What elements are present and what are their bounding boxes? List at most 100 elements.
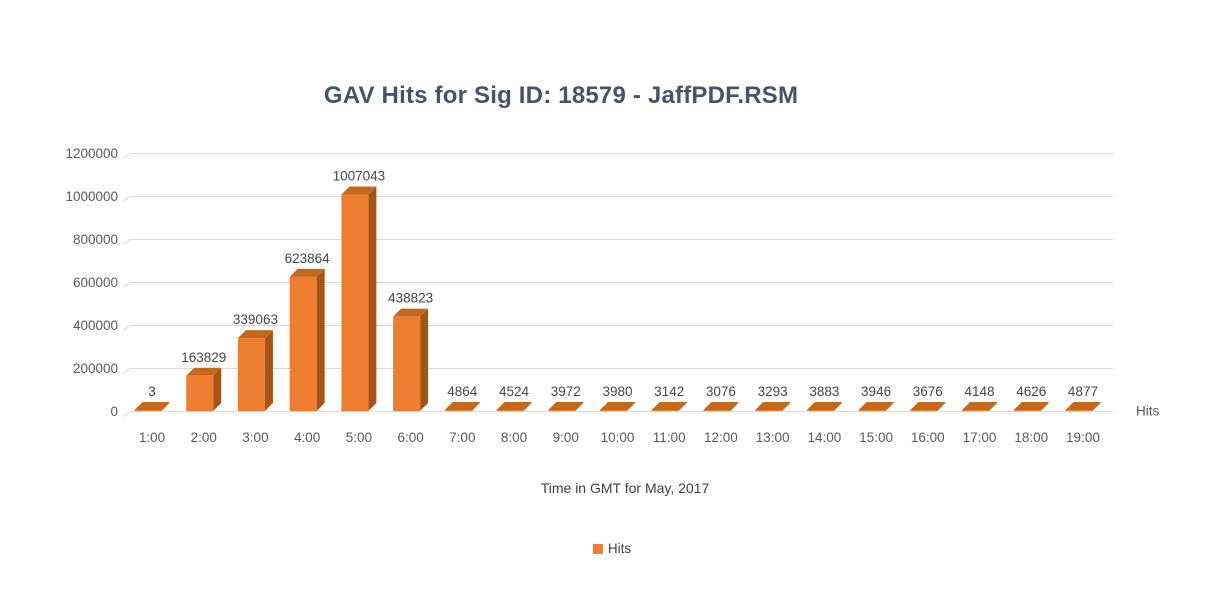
x-axis-tick-label: 1:00	[139, 430, 165, 445]
bar-side-face	[161, 402, 170, 411]
bar-data-label: 163829	[181, 350, 226, 365]
gridline-depth-tick	[122, 153, 131, 159]
bar	[548, 410, 576, 411]
bar-side-face	[1040, 402, 1049, 411]
bar-top-face	[806, 402, 842, 410]
bar-side-face	[575, 402, 584, 411]
bar-top-face	[548, 402, 584, 410]
bar-top-face	[186, 367, 222, 376]
y-axis-tick-label: 1000000	[65, 189, 118, 204]
x-axis-tick-label: 15:00	[859, 430, 893, 445]
x-axis-tick-label: 16:00	[911, 430, 945, 445]
x-axis-tick-label: 7:00	[449, 430, 475, 445]
bar-top-face	[755, 402, 791, 410]
bar-data-label: 4864	[447, 384, 478, 399]
bar	[289, 276, 317, 411]
y-axis-tick-label: 400000	[73, 318, 118, 333]
x-axis-tick-label: 14:00	[807, 430, 841, 445]
bar-side-face	[833, 402, 842, 411]
bar-side-face	[782, 402, 791, 411]
bar-data-label: 438823	[388, 291, 433, 306]
bar-top-face	[237, 330, 273, 339]
bar-top-face	[134, 402, 170, 410]
x-axis-tick-label: 6:00	[397, 430, 423, 445]
bar-data-label: 3142	[654, 384, 684, 399]
bar-data-label: 4148	[964, 384, 994, 399]
gridline-depth-tick	[122, 411, 131, 417]
x-axis-tick-label: 4:00	[294, 430, 320, 445]
x-axis-title: Time in GMT for May, 2017	[540, 480, 710, 496]
bar-top-face	[1065, 401, 1101, 410]
bar-data-label: 3293	[758, 384, 788, 399]
bar-side-face	[420, 308, 429, 411]
bar-side-face	[937, 402, 946, 411]
x-axis-tick-label: 8:00	[501, 430, 527, 445]
bar	[393, 316, 421, 411]
bar-top-face	[599, 402, 635, 410]
bar-data-label: 4877	[1068, 384, 1098, 399]
bar-side-face	[626, 402, 635, 411]
bar-data-label: 3883	[809, 384, 839, 399]
bar-side-face	[730, 402, 739, 411]
bar	[186, 375, 214, 411]
bar-side-face	[1092, 401, 1101, 411]
x-axis-tick-label: 11:00	[653, 430, 686, 445]
bar-top-face	[289, 268, 325, 277]
gridline-depth-tick	[122, 282, 131, 288]
bar-side-face	[471, 401, 480, 411]
gridline-depth-tick	[122, 239, 131, 245]
bar-top-face	[703, 402, 739, 410]
bar-side-face	[885, 402, 894, 411]
bar-data-label: 3980	[602, 384, 632, 399]
bar-top-face	[651, 402, 687, 410]
bar	[858, 410, 886, 411]
y-axis-tick-label: 0	[110, 404, 118, 419]
bar-data-label: 3676	[913, 384, 943, 399]
bar	[755, 410, 783, 411]
gridline-depth-tick	[122, 368, 131, 374]
bar-side-face	[523, 402, 532, 411]
y-axis-tick-label: 600000	[73, 275, 118, 290]
bar-top-face	[393, 308, 429, 317]
bar-side-face	[213, 367, 222, 411]
bar-side-face	[368, 186, 377, 411]
bar	[651, 410, 679, 411]
bar	[496, 410, 524, 411]
gridline-depth-tick	[122, 325, 131, 331]
bar	[703, 410, 731, 411]
x-axis-tick-label: 17:00	[963, 430, 997, 445]
bar-side-face	[678, 402, 687, 411]
bar	[962, 410, 990, 411]
bar	[341, 194, 369, 411]
axis-end-label: Hits	[1136, 404, 1159, 419]
legend: Hits	[592, 541, 632, 556]
bar-top-face	[341, 186, 377, 195]
bar	[599, 410, 627, 411]
bar-top-face	[858, 402, 894, 410]
legend-hits-swatch	[592, 543, 603, 554]
bar-data-label: 3946	[861, 384, 891, 399]
bar-data-label: 623864	[285, 251, 331, 266]
x-axis-tick-label: 19:00	[1066, 430, 1100, 445]
x-axis-tick-label: 18:00	[1014, 430, 1048, 445]
chart-title: GAV Hits for Sig ID: 18579 - JaffPDF.RSM	[323, 82, 799, 109]
x-axis-tick-label: 10:00	[601, 430, 635, 445]
x-axis-tick-label: 9:00	[553, 430, 579, 445]
bar-data-label: 339063	[233, 312, 278, 327]
bar	[237, 338, 265, 411]
bar	[910, 410, 938, 411]
bar-data-label: 4524	[499, 384, 530, 399]
bar-top-face	[496, 402, 532, 410]
bar-data-label: 3076	[706, 384, 736, 399]
bar-data-label: 3972	[551, 384, 581, 399]
bar-top-face	[444, 401, 480, 410]
y-axis-tick-label: 1200000	[65, 146, 118, 161]
legend-hits-label: Hits	[607, 541, 632, 556]
bar-data-label: 3	[148, 384, 156, 399]
gridline-depth-tick	[122, 196, 131, 202]
bar	[134, 410, 162, 411]
bar	[806, 410, 834, 411]
bar	[1065, 409, 1093, 411]
bar-top-face	[962, 402, 998, 410]
